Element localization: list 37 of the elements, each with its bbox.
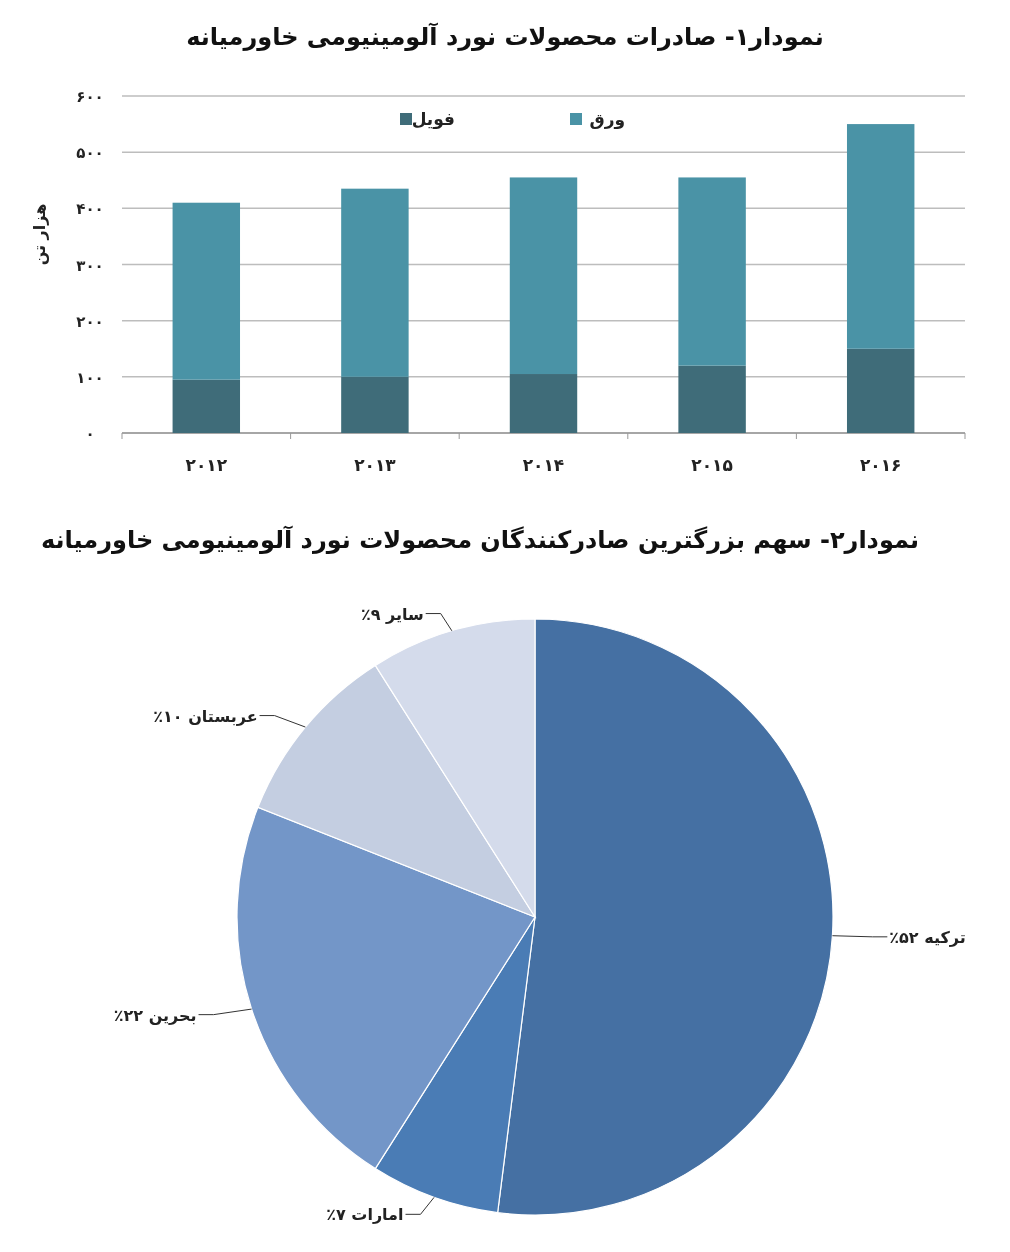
bar <box>172 202 241 380</box>
legend-label: ورق <box>589 109 625 130</box>
slice-label: عربستان <box>188 706 258 726</box>
legend-label: فویل <box>411 109 455 130</box>
y-tick-label: ۵۰۰ <box>76 144 104 163</box>
bar <box>678 177 746 366</box>
bar <box>509 177 578 375</box>
bar <box>172 379 241 433</box>
y-tick-label: ۱۰۰ <box>76 368 104 387</box>
bar <box>341 376 409 433</box>
slice-label: امارات <box>351 1205 404 1225</box>
slice-label: سایر <box>385 604 424 624</box>
bar <box>341 188 409 377</box>
x-tick-label: ۲۰۱۴ <box>522 455 565 475</box>
data-label: ۹٪ <box>360 604 386 624</box>
y-tick-label: ۳۰۰ <box>76 256 104 275</box>
slice-label: ترکیه <box>924 927 966 947</box>
y-tick-label: ۴۰۰ <box>76 200 104 219</box>
data-label: ۷٪ <box>326 1205 352 1225</box>
slice-label: بحرین <box>148 1005 197 1025</box>
y-tick-label: ۶۰۰ <box>76 88 104 106</box>
bar <box>846 124 915 349</box>
y-tick-label: ۰ <box>85 425 95 443</box>
x-tick-label: ۲۰۱۲ <box>185 455 228 475</box>
data-label: ۵۲٪ <box>889 927 925 947</box>
x-tick-label: ۲۰۱۳ <box>354 455 397 475</box>
x-tick-label: ۲۰۱۶ <box>859 455 902 475</box>
bar <box>678 365 746 433</box>
chart-title: نمودار۲- سهم بزرگترین صادرکنندگان محصولات نورد آلومینیومی خاورمیانه <box>40 525 920 554</box>
y-tick-label: ۲۰۰ <box>76 312 104 331</box>
y-axis-title: هزار تن <box>30 203 49 266</box>
x-tick-label: ۲۰۱۵ <box>691 455 733 475</box>
data-label: ۲۲٪ <box>113 1005 149 1025</box>
data-label: ۱۰٪ <box>153 706 189 726</box>
bar <box>846 348 915 433</box>
bar <box>509 374 578 433</box>
chart-title: نمودار۱- صادرات محصولات نورد آلومینیومی خاورمیانه <box>186 22 824 51</box>
